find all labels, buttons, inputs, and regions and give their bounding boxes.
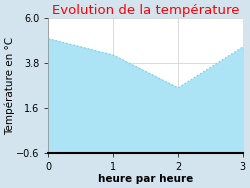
Y-axis label: Température en °C: Température en °C <box>4 37 15 135</box>
Title: Evolution de la température: Evolution de la température <box>52 4 239 17</box>
X-axis label: heure par heure: heure par heure <box>98 174 193 184</box>
